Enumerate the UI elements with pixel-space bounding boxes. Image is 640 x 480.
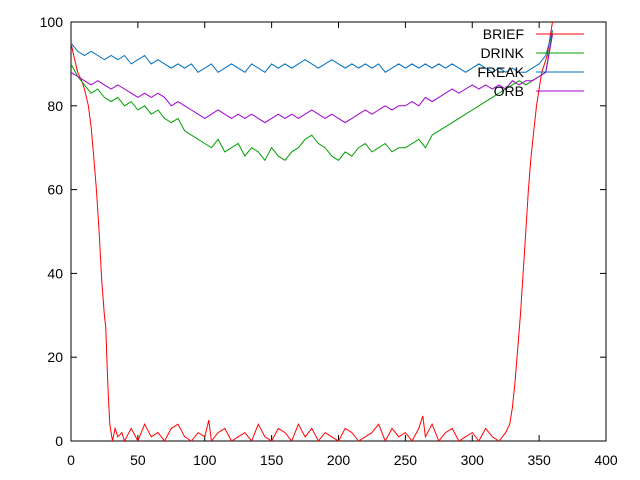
x-tick-label-4: 200: [327, 452, 351, 468]
legend-label-freak: FREAK: [477, 64, 524, 80]
x-tick-label-2: 100: [193, 452, 217, 468]
x-tick-label-1: 50: [130, 452, 146, 468]
legend-label-orb: ORB: [494, 83, 524, 99]
x-tick-label-5: 250: [394, 452, 418, 468]
y-tick-label-5: 100: [40, 14, 64, 30]
legend-label-drink: DRINK: [480, 45, 524, 61]
y-tick-label-0: 0: [55, 433, 63, 449]
x-tick-label-6: 300: [461, 452, 485, 468]
legend: BRIEF DRINK FREAK ORB: [477, 26, 584, 99]
y-tick-label-1: 20: [47, 349, 63, 365]
x-tick-label-3: 150: [260, 452, 284, 468]
x-tick-label-0: 0: [67, 452, 75, 468]
series-line-drink: [70, 30, 553, 162]
x-tick-label-8: 400: [594, 452, 618, 468]
series-line-freak: [70, 30, 553, 73]
legend-label-brief: BRIEF: [483, 26, 524, 42]
series-line-orb: [70, 34, 553, 124]
y-tick-label-4: 80: [47, 98, 63, 114]
axis-ticks: 0 50 100 150 200 250 300 350 400 0 20 40 60 80 100: [40, 14, 618, 468]
y-tick-label-2: 40: [47, 265, 63, 281]
series-layer: [70, 21, 553, 443]
series-line-brief: [70, 21, 553, 443]
x-tick-label-7: 350: [527, 452, 551, 468]
y-tick-label-3: 60: [47, 182, 63, 198]
